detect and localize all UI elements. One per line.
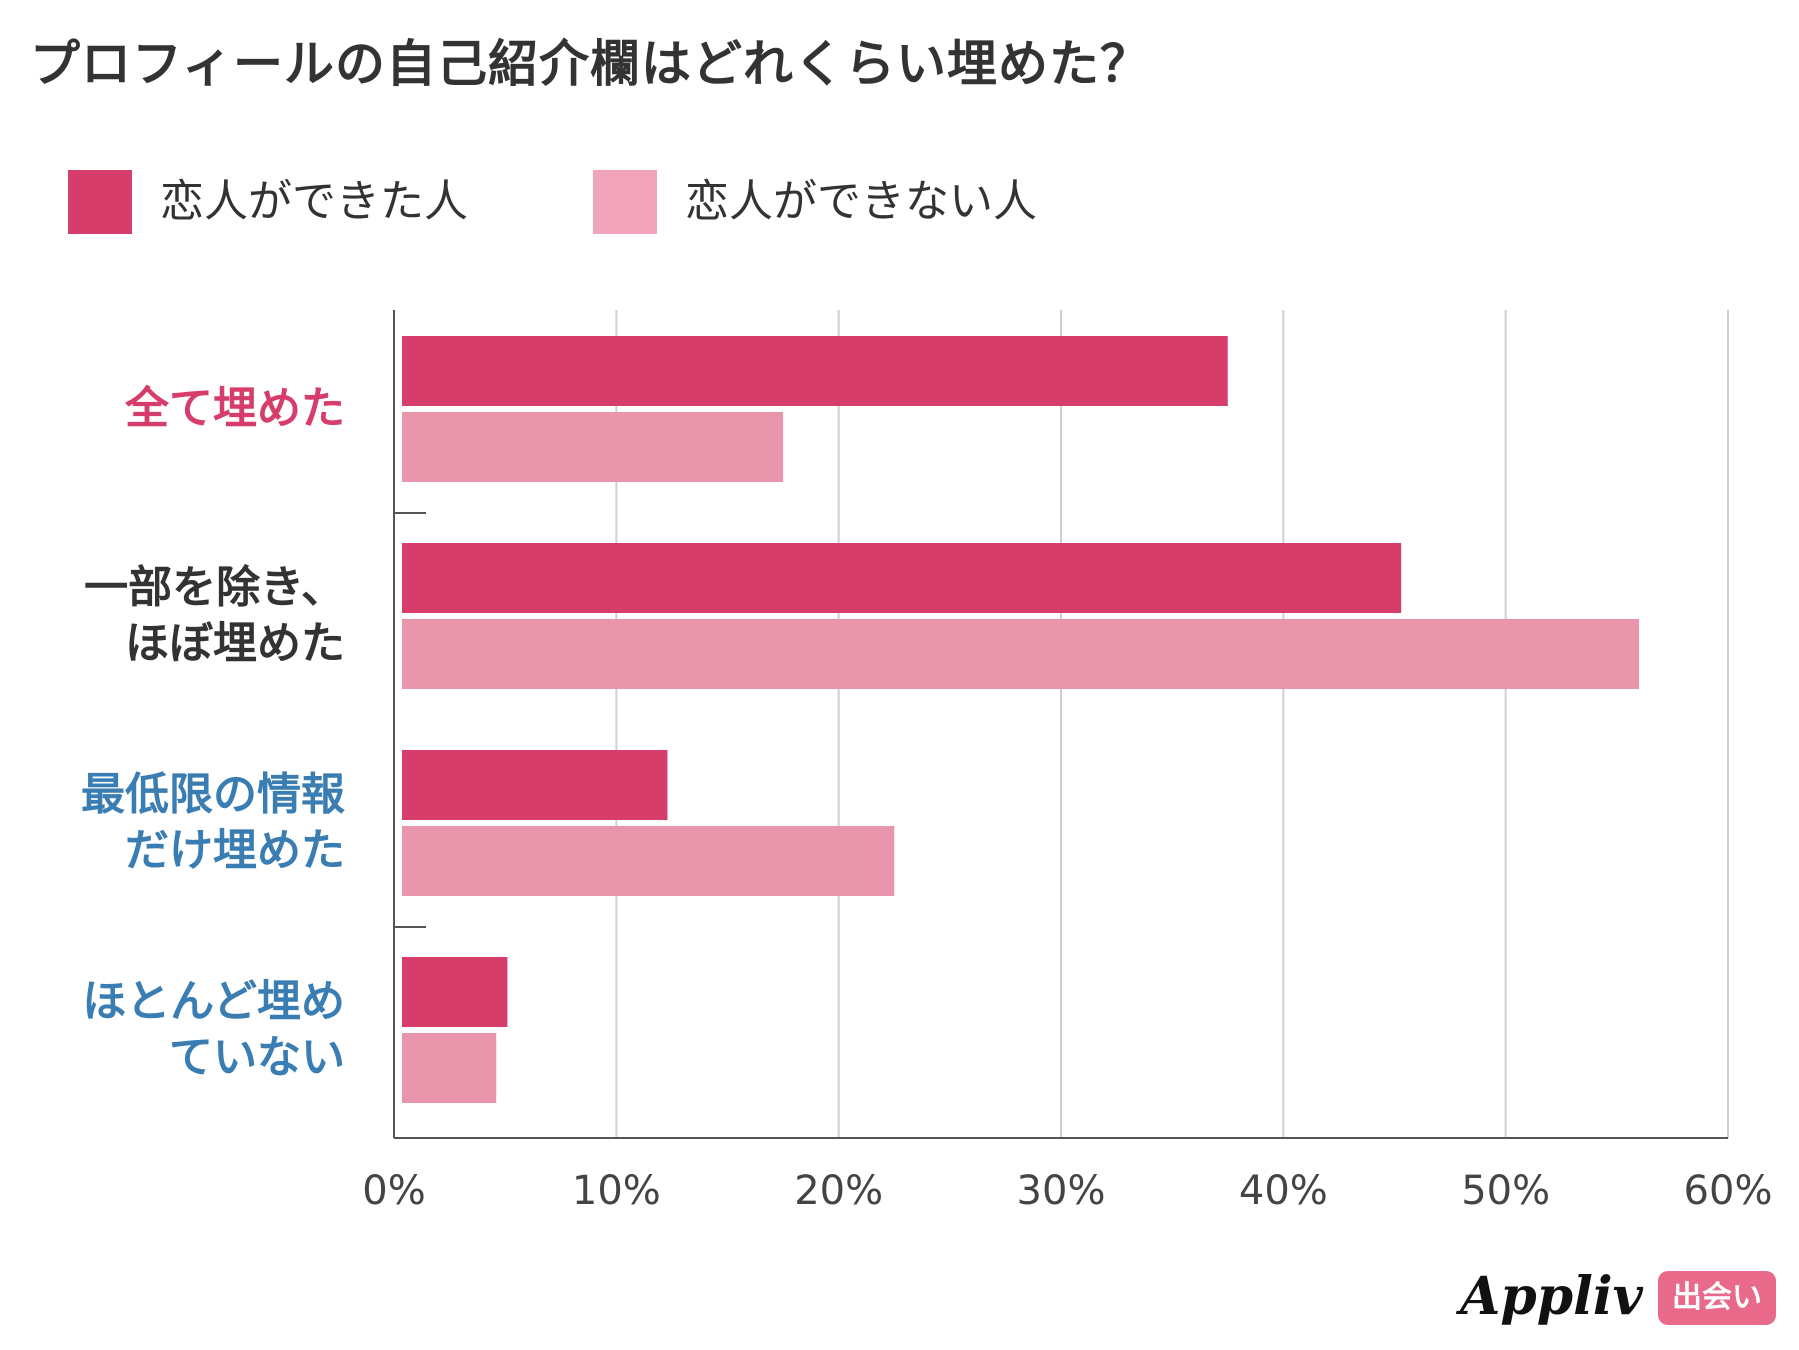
bar-1-category-3 xyxy=(402,750,668,820)
logo-badge: 出会い xyxy=(1658,1271,1776,1325)
bar-2-category-1 xyxy=(402,412,784,482)
legend-label-series-1: 恋人ができた人 xyxy=(160,176,468,227)
legend-swatch-series-1 xyxy=(68,170,132,234)
bar-1-category-4 xyxy=(402,957,508,1027)
bar-2-category-4 xyxy=(402,1033,497,1103)
category-label-1: 全て埋めた xyxy=(125,383,345,434)
logo-text: Appliv xyxy=(1460,1266,1643,1327)
legend-swatch-series-2 xyxy=(593,170,657,234)
legend-label-series-2: 恋人ができない人 xyxy=(685,176,1037,227)
x-tick-label: 60% xyxy=(1684,1168,1773,1214)
x-tick-label: 0% xyxy=(362,1168,425,1214)
x-tick-label: 30% xyxy=(1017,1168,1106,1214)
bar-2-category-3 xyxy=(402,826,895,896)
x-tick-label: 40% xyxy=(1239,1168,1328,1214)
category-label-2: 一部を除き、 ほぼ埋めた xyxy=(84,562,345,669)
category-label-3: 最低限の情報 だけ埋めた xyxy=(81,769,345,876)
category-label-4: ほとんど埋め ていない xyxy=(82,976,345,1083)
chart-title: プロフィールの自己紹介欄はどれくらい埋めた？ xyxy=(30,35,1151,93)
bar-2-category-2 xyxy=(402,619,1640,689)
x-tick-label: 10% xyxy=(572,1168,661,1214)
bar-1-category-1 xyxy=(402,336,1228,406)
x-tick-label: 50% xyxy=(1461,1168,1550,1214)
bar-1-category-2 xyxy=(402,543,1402,613)
x-tick-label: 20% xyxy=(794,1168,883,1214)
